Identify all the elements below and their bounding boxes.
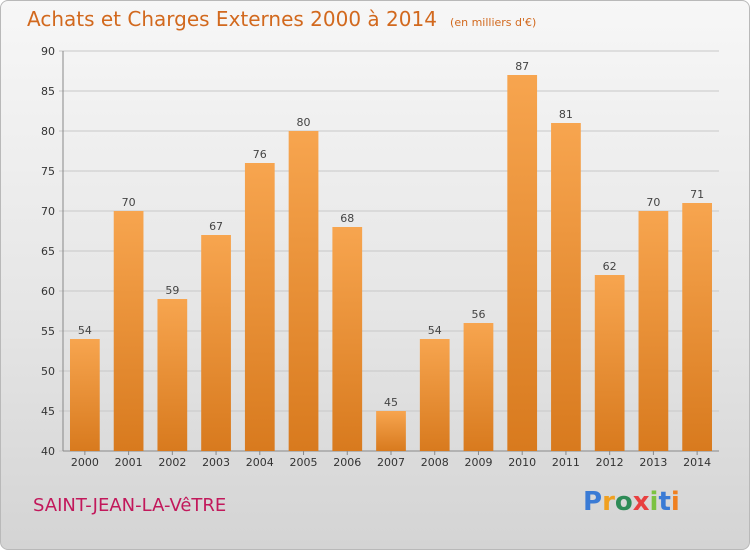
x-tick-label-2006: 2006 (333, 456, 361, 469)
x-tick-label-2010: 2010 (508, 456, 536, 469)
value-label-2007: 45 (384, 396, 398, 409)
y-tick-label: 85 (41, 85, 55, 98)
x-tick-label-2002: 2002 (158, 456, 186, 469)
x-tick-label-2007: 2007 (377, 456, 405, 469)
y-tick-label: 65 (41, 245, 55, 258)
value-label-2000: 54 (78, 324, 92, 337)
bar-2008 (419, 339, 450, 451)
bar-2002 (157, 299, 188, 451)
value-label-2001: 70 (122, 196, 136, 209)
chart-subtitle: (en milliers d'€) (450, 16, 537, 29)
proxiti-logo: Proxiti (583, 487, 680, 517)
y-tick-label: 40 (41, 445, 55, 458)
bar-2010 (507, 75, 538, 451)
place-name: SAINT-JEAN-LA-VêTRE (33, 495, 227, 516)
value-label-2004: 76 (253, 148, 267, 161)
value-label-2003: 67 (209, 220, 223, 233)
value-label-2005: 80 (297, 116, 311, 129)
bar-2014 (682, 203, 713, 451)
bar-layer (69, 75, 713, 451)
bar-2006 (332, 227, 363, 451)
value-label-2012: 62 (603, 260, 617, 273)
value-label-2002: 59 (165, 284, 179, 297)
value-label-2011: 81 (559, 108, 573, 121)
value-label-2010: 87 (515, 60, 529, 73)
value-label-2014: 71 (690, 188, 704, 201)
y-tick-label: 55 (41, 325, 55, 338)
x-tick-label-2001: 2001 (115, 456, 143, 469)
axis-layer: 40 45 50 55 60 65 70 75 80 85 90 2000 2001 2002 2003 20… (41, 45, 719, 469)
bar-2004 (244, 163, 275, 451)
value-label-2006: 68 (340, 212, 354, 225)
bar-2000 (69, 339, 100, 451)
bar-2013 (638, 211, 669, 451)
bar-2011 (551, 123, 581, 451)
value-label-2009: 56 (471, 308, 485, 321)
x-tick-label-2014: 2014 (683, 456, 711, 469)
bar-2007 (376, 411, 406, 451)
y-tick-label: 80 (41, 125, 55, 138)
y-tick-label: 45 (41, 405, 55, 418)
y-tick-label: 60 (41, 285, 55, 298)
x-tick-label-2011: 2011 (552, 456, 580, 469)
x-tick-label-2013: 2013 (639, 456, 667, 469)
chart-title: Achats et Charges Externes 2000 à 2014 (27, 7, 437, 31)
bar-2005 (288, 131, 319, 451)
bar-2009 (463, 323, 494, 451)
x-tick-label-2003: 2003 (202, 456, 230, 469)
bar-2001 (113, 211, 144, 451)
y-tick-label: 70 (41, 205, 55, 218)
value-label-2013: 70 (646, 196, 660, 209)
y-tick-label: 90 (41, 45, 55, 58)
x-tick-label-2012: 2012 (596, 456, 624, 469)
title-row: Achats et Charges Externes 2000 à 2014 (… (27, 7, 536, 31)
value-label-2008: 54 (428, 324, 442, 337)
x-tick-label-2009: 2009 (464, 456, 492, 469)
label-layer: 54 70 59 67 76 80 68 45 54 56 87 81 62 70 71 (78, 60, 704, 409)
y-tick-label: 75 (41, 165, 55, 178)
y-tick-label: 50 (41, 365, 55, 378)
bar-2012 (594, 275, 625, 451)
x-tick-label-2005: 2005 (290, 456, 318, 469)
bar-2003 (201, 235, 231, 451)
x-tick-label-2008: 2008 (421, 456, 449, 469)
x-tick-label-2004: 2004 (246, 456, 274, 469)
x-tick-label-2000: 2000 (71, 456, 99, 469)
